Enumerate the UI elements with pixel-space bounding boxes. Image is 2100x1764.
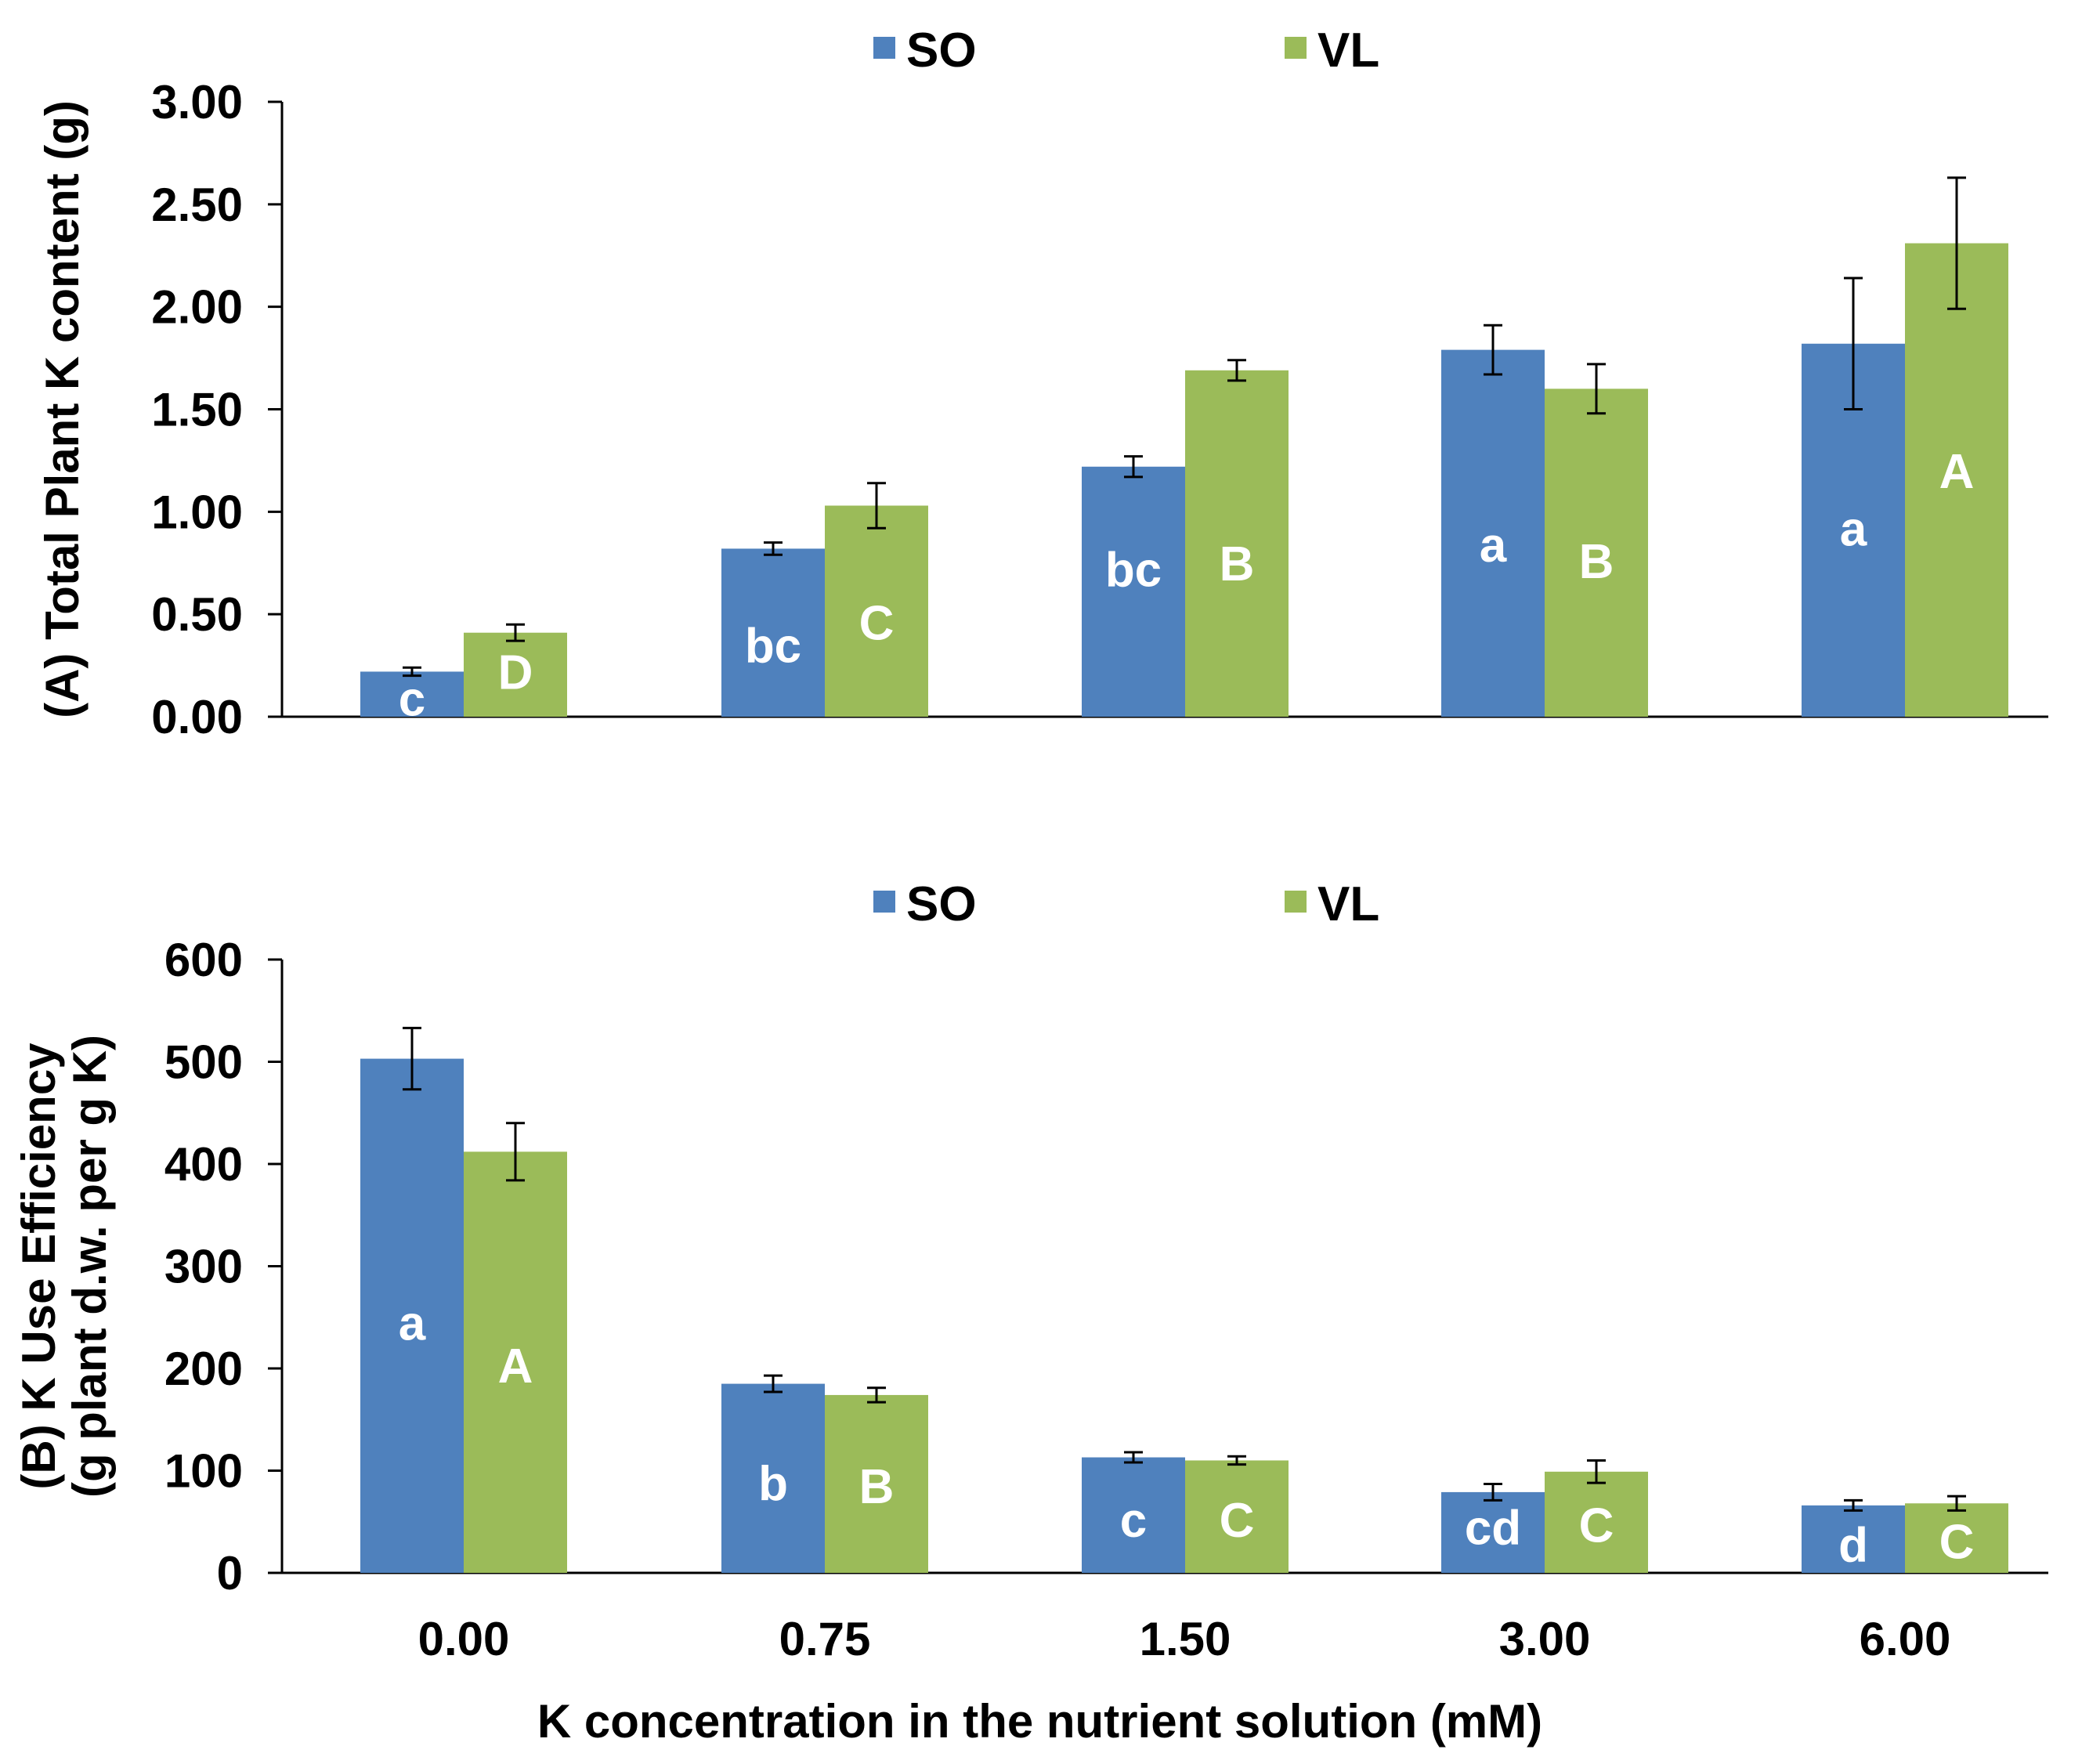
bar-so <box>360 671 464 717</box>
significance-label: C <box>1579 1499 1614 1553</box>
y-tick-label: 200 <box>164 1343 243 1395</box>
significance-label: a <box>399 1296 426 1350</box>
legend-label-so: SO <box>906 877 977 931</box>
bar-so <box>721 548 825 717</box>
significance-label: bc <box>1105 544 1162 598</box>
bar-vl <box>1905 1503 2008 1573</box>
bar-so <box>1441 1491 1545 1573</box>
bar-vl <box>464 632 567 717</box>
bar-so <box>1802 1505 1905 1573</box>
significance-label: a <box>1480 519 1507 573</box>
x-tick-label: 0.75 <box>779 1613 871 1665</box>
significance-label: a <box>1840 502 1867 556</box>
significance-label: A <box>498 1339 533 1393</box>
y-tick-label: 600 <box>164 934 243 986</box>
legend-label-so: SO <box>906 23 977 78</box>
bar-vl <box>1905 243 2008 717</box>
y-tick-label: 2.00 <box>151 281 243 334</box>
bar-vl <box>1545 389 1648 717</box>
significance-label: c <box>399 672 425 726</box>
bar-so <box>721 1383 825 1573</box>
significance-label: B <box>859 1460 895 1514</box>
bar-vl <box>1545 1471 1648 1573</box>
legend-label-vl: VL <box>1317 877 1379 931</box>
legend-swatch-vl <box>1285 37 1307 59</box>
y-tick-label: 500 <box>164 1036 243 1089</box>
bar-vl <box>1185 370 1289 717</box>
bar-so <box>1082 466 1185 717</box>
x-tick-label: 3.00 <box>1499 1613 1591 1665</box>
bar-so <box>1441 349 1545 717</box>
significance-label: B <box>1220 537 1255 591</box>
bar-vl <box>464 1151 567 1573</box>
x-tick-label: 0.00 <box>418 1613 510 1665</box>
y-tick-label: 3.00 <box>151 76 243 128</box>
significance-label: A <box>1939 445 1975 499</box>
y-tick-label: 1.00 <box>151 486 243 538</box>
x-tick-label: 1.50 <box>1140 1613 1231 1665</box>
x-axis-title: K concentration in the nutrient solution… <box>537 1695 1542 1748</box>
bar-so <box>1082 1457 1185 1573</box>
significance-label: C <box>1939 1516 1975 1570</box>
significance-label: b <box>758 1457 788 1511</box>
significance-label: D <box>498 645 533 699</box>
legend-swatch-so <box>873 37 895 59</box>
significance-label: bc <box>745 619 801 673</box>
y-tick-label: 1.50 <box>151 384 243 436</box>
significance-label: d <box>1838 1518 1868 1572</box>
y-tick-label: 0 <box>217 1547 243 1600</box>
y-tick-label: 2.50 <box>151 179 243 231</box>
significance-label: c <box>1120 1494 1147 1548</box>
y-axis-title: (A) Total Plant K content (g) <box>36 100 89 718</box>
x-tick-label: 6.00 <box>1860 1613 1951 1665</box>
y-tick-label: 300 <box>164 1241 243 1293</box>
panel-b: 0 100 200 300 400 500 600 (B) K Use Efficiency(… <box>13 877 2048 1748</box>
y-tick-label: 400 <box>164 1138 243 1191</box>
panel-a: 0.00 0.50 1.00 1.50 2.00 2.50 3.00 (A) Total Pl… <box>36 23 2048 743</box>
y-axis-title: (B) K Use Efficiency <box>13 1043 65 1490</box>
legend-label-vl: VL <box>1317 23 1379 78</box>
bar-so <box>360 1058 464 1573</box>
y-tick-label: 100 <box>164 1445 243 1498</box>
legend-swatch-so <box>873 891 895 913</box>
y-tick-label: 0.00 <box>151 691 243 743</box>
legend-swatch-vl <box>1285 891 1307 913</box>
y-tick-label: 0.50 <box>151 588 243 641</box>
bar-vl <box>1185 1460 1289 1573</box>
significance-label: B <box>1579 535 1614 589</box>
significance-label: cd <box>1465 1501 1521 1555</box>
bar-vl <box>825 505 928 717</box>
significance-label: C <box>1220 1494 1255 1548</box>
bar-vl <box>825 1394 928 1573</box>
y-axis-title-line2: (g plant d.w. per g K) <box>63 1035 116 1498</box>
significance-label: C <box>859 597 895 651</box>
